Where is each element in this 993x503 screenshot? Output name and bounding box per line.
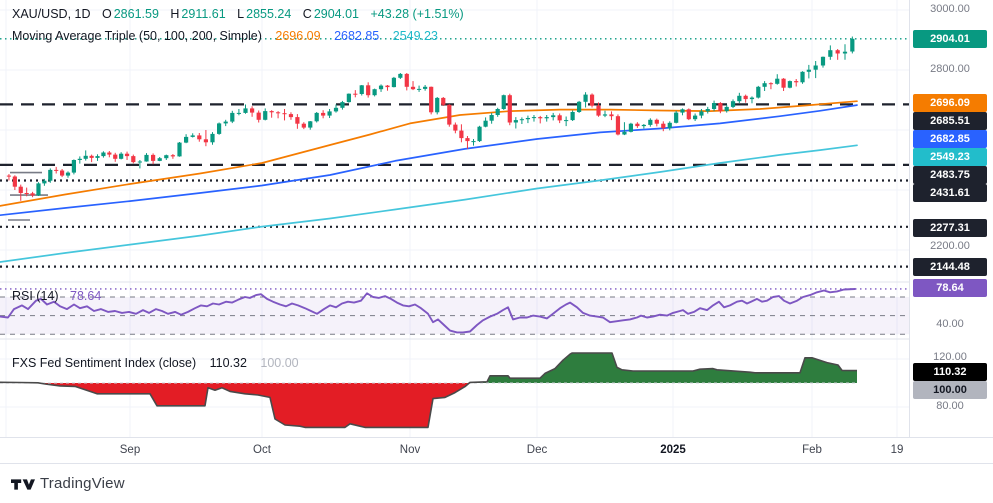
high-value: 2911.61 <box>181 7 226 21</box>
axis-time-label: Dec <box>526 444 548 456</box>
open-value: 2861.59 <box>113 7 159 21</box>
high-label: H <box>170 7 180 21</box>
chart-plot-area[interactable] <box>0 0 993 462</box>
axis-time-label: Feb <box>802 444 822 456</box>
close-value: 2904.01 <box>313 7 360 21</box>
sentiment-value: 110.32 <box>209 356 247 370</box>
rsi-value: 78.64 <box>70 289 102 303</box>
price-badge: 2144.48 <box>913 258 987 276</box>
price-badge: 2685.51 <box>913 112 987 130</box>
symbol-title: XAU/USD, 1D <box>12 7 91 21</box>
price-badge: 78.64 <box>913 279 987 297</box>
axis-price-label: 120.00 <box>933 351 967 363</box>
ma-legend-row[interactable]: Moving Average Triple (50, 100, 200, Sim… <box>12 29 440 43</box>
rsi-indicator-title: RSI (14) <box>12 289 59 303</box>
ma100-value: 2682.85 <box>334 29 380 43</box>
axis-price-label: 40.00 <box>936 318 964 330</box>
time-axis[interactable] <box>0 437 993 464</box>
ma200-value: 2549.23 <box>392 29 438 43</box>
axis-price-label: 3000.00 <box>930 3 970 15</box>
price-badge: 2483.75 <box>913 166 987 184</box>
price-badge: 2682.85 <box>913 130 987 148</box>
chart-footer: TradingView <box>0 463 993 503</box>
close-label: C <box>302 7 312 21</box>
symbol-legend-row[interactable]: XAU/USD, 1D O 2861.59 H 2911.61 L 2855.24 C… <box>12 7 466 21</box>
rsi-legend-row[interactable]: RSI (14) 78.64 <box>12 289 103 303</box>
ma50-value: 2696.09 <box>275 29 321 43</box>
tradingview-logo-icon[interactable] <box>11 477 35 497</box>
axis-time-label: Nov <box>399 444 421 456</box>
price-badge: 110.32 <box>913 363 987 381</box>
price-badge: 100.00 <box>913 381 987 399</box>
price-badge: 2696.09 <box>913 94 987 112</box>
axis-price-label: 80.00 <box>936 400 964 412</box>
axis-time-label: 19 <box>890 444 904 456</box>
price-badge: 2904.01 <box>913 30 987 48</box>
axis-time-label: 2025 <box>660 444 686 456</box>
axis-price-label: 2800.00 <box>930 63 970 75</box>
ma-indicator-title: Moving Average Triple (50, 100, 200, Sim… <box>12 29 262 43</box>
sentiment-baseline-value: 100.00 <box>260 356 299 370</box>
price-badge: 2549.23 <box>913 148 987 166</box>
tradingview-brand-text[interactable]: TradingView <box>40 475 125 492</box>
low-value: 2855.24 <box>246 7 292 21</box>
open-label: O <box>101 7 112 21</box>
price-badge: 2431.61 <box>913 184 987 202</box>
sentiment-legend-row[interactable]: FXS Fed Sentiment Index (close) 110.32 1… <box>12 356 301 370</box>
axis-time-label: Sep <box>119 444 141 456</box>
change-value: +43.28 (+1.51%) <box>370 7 464 21</box>
low-label: L <box>237 7 245 21</box>
axis-price-label: 2200.00 <box>930 240 970 252</box>
sentiment-indicator-title: FXS Fed Sentiment Index (close) <box>12 356 197 370</box>
price-badge: 2277.31 <box>913 219 987 237</box>
axis-time-label: Oct <box>253 444 271 456</box>
